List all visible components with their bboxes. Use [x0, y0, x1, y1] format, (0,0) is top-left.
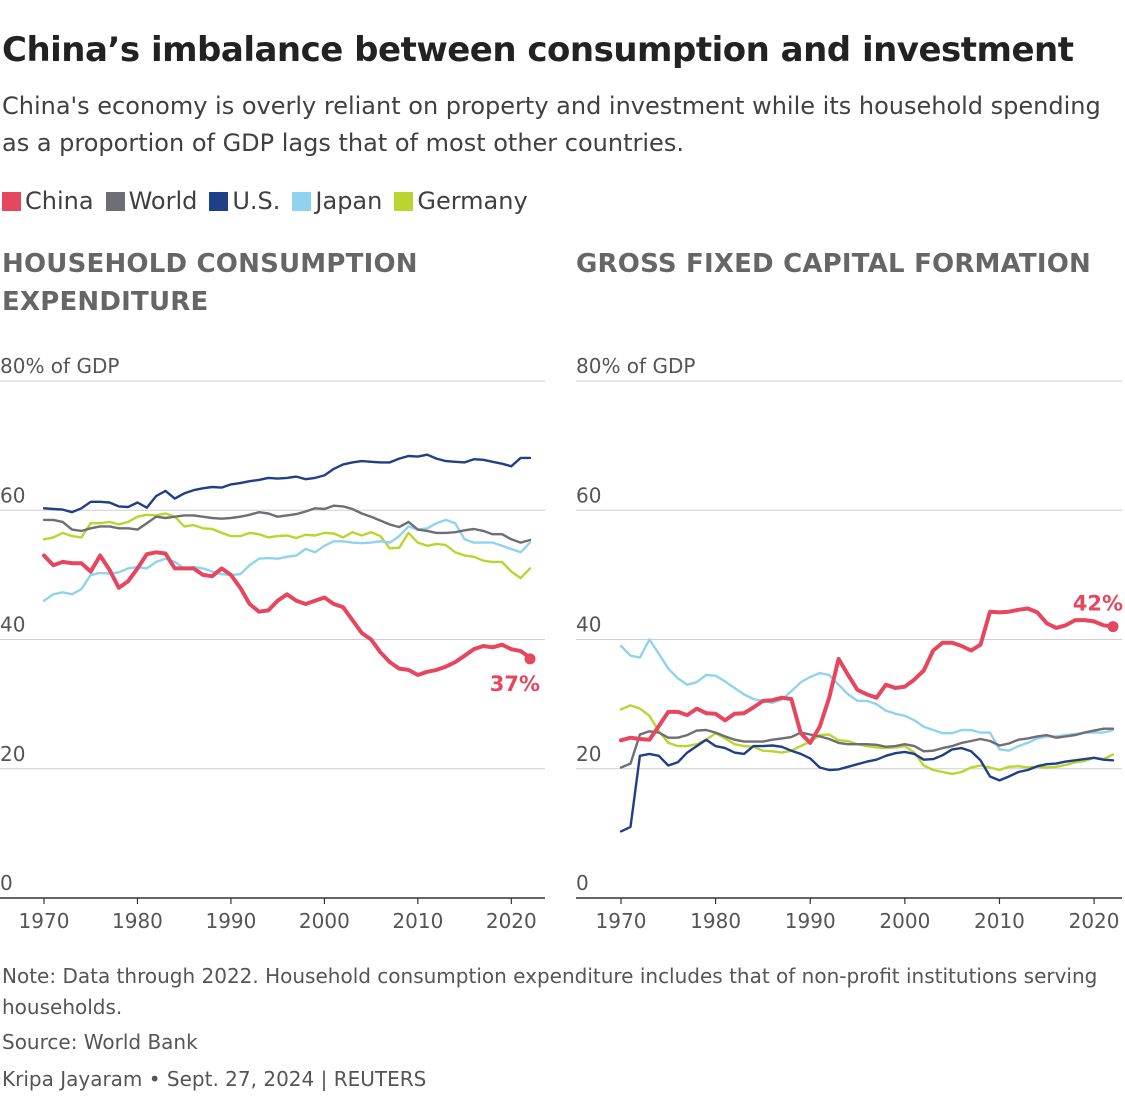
household-xtick-label: 1970	[19, 909, 70, 933]
gfcf-series-china	[619, 606, 1115, 745]
household-series-us	[42, 453, 532, 514]
household-series-germany	[42, 512, 532, 580]
legend-label-world: World	[128, 187, 198, 215]
chart-credit: Kripa Jayaram • Sept. 27, 2024 | REUTERS	[2, 1067, 427, 1091]
household-series-china	[42, 550, 532, 677]
gfcf-ytick-label: 60	[576, 483, 601, 507]
legend-swatch-us	[209, 191, 229, 211]
gfcf-ytick-label: 20	[576, 742, 601, 766]
household-xtick-label: 1980	[112, 909, 163, 933]
gfcf-ytick-label: 40	[576, 613, 601, 637]
gfcf-xtick-label: 1970	[596, 909, 647, 933]
gross-fixed-capital-chart: 80% of GDP 60 40 20 0 1970 1980 1990 2000 2010 202…	[576, 354, 1123, 933]
household-ytick-label: 60	[0, 483, 25, 507]
legend-item-germany: Germany	[394, 187, 528, 215]
legend-label-us: U.S.	[232, 187, 281, 215]
gfcf-series-japan	[619, 638, 1115, 752]
gfcf-xtick-label: 1990	[785, 909, 836, 933]
household-xtick-label: 2000	[299, 909, 350, 933]
legend-swatch-japan	[292, 191, 312, 211]
household-ytick-label: 40	[0, 613, 25, 637]
gfcf-ytick-label: 0	[576, 871, 589, 895]
household-endpoint-label: 37%	[490, 672, 540, 696]
gfcf-endpoint-marker	[1107, 621, 1119, 633]
chart-source: Source: World Bank	[2, 1030, 198, 1054]
legend-swatch-china	[2, 191, 21, 211]
household-ytick-label: 0	[0, 871, 13, 895]
household-xtick-label: 2010	[392, 909, 443, 933]
gfcf-xtick-label: 2010	[974, 909, 1025, 933]
household-series-world	[42, 504, 532, 544]
legend-label-china: China	[25, 187, 94, 215]
right-panel-title: GROSS FIXED CAPITAL FORMATION	[576, 249, 1091, 279]
legend-swatch-world	[105, 191, 125, 211]
legend-item-world: World	[105, 187, 198, 215]
household-xtick-label: 1990	[205, 909, 256, 933]
legend: China World U.S. Japan Germany	[2, 187, 540, 215]
household-endpoint-marker	[524, 653, 536, 665]
gfcf-xtick-label: 2020	[1069, 909, 1120, 933]
left-panel-title: HOUSEHOLD CONSUMPTION EXPENDITURE	[2, 249, 418, 317]
gfcf-series-us	[619, 738, 1115, 833]
gfcf-xtick-label: 1980	[690, 909, 741, 933]
legend-item-china: China	[2, 187, 94, 215]
chart-title: China’s imbalance between consumption an…	[2, 30, 1074, 70]
household-series-japan	[42, 518, 532, 602]
legend-item-us: U.S.	[209, 187, 280, 215]
gfcf-ytick-label: 80% of GDP	[576, 354, 695, 378]
gfcf-endpoint-label: 42%	[1073, 592, 1123, 616]
chart-subtitle: China's economy is overly reliant on pro…	[2, 92, 1101, 157]
chart-note: Note: Data through 2022. Household consu…	[2, 964, 1098, 1019]
legend-item-japan: Japan	[292, 187, 382, 215]
household-ytick-label: 80% of GDP	[0, 354, 119, 378]
legend-label-germany: Germany	[417, 187, 528, 215]
gfcf-series-world	[619, 727, 1115, 769]
household-ytick-label: 20	[0, 742, 25, 766]
gfcf-xtick-label: 2000	[879, 909, 930, 933]
legend-swatch-germany	[394, 191, 414, 211]
household-xtick-label: 2020	[486, 909, 537, 933]
legend-label-japan: Japan	[315, 187, 383, 215]
gfcf-series-germany	[619, 704, 1115, 776]
